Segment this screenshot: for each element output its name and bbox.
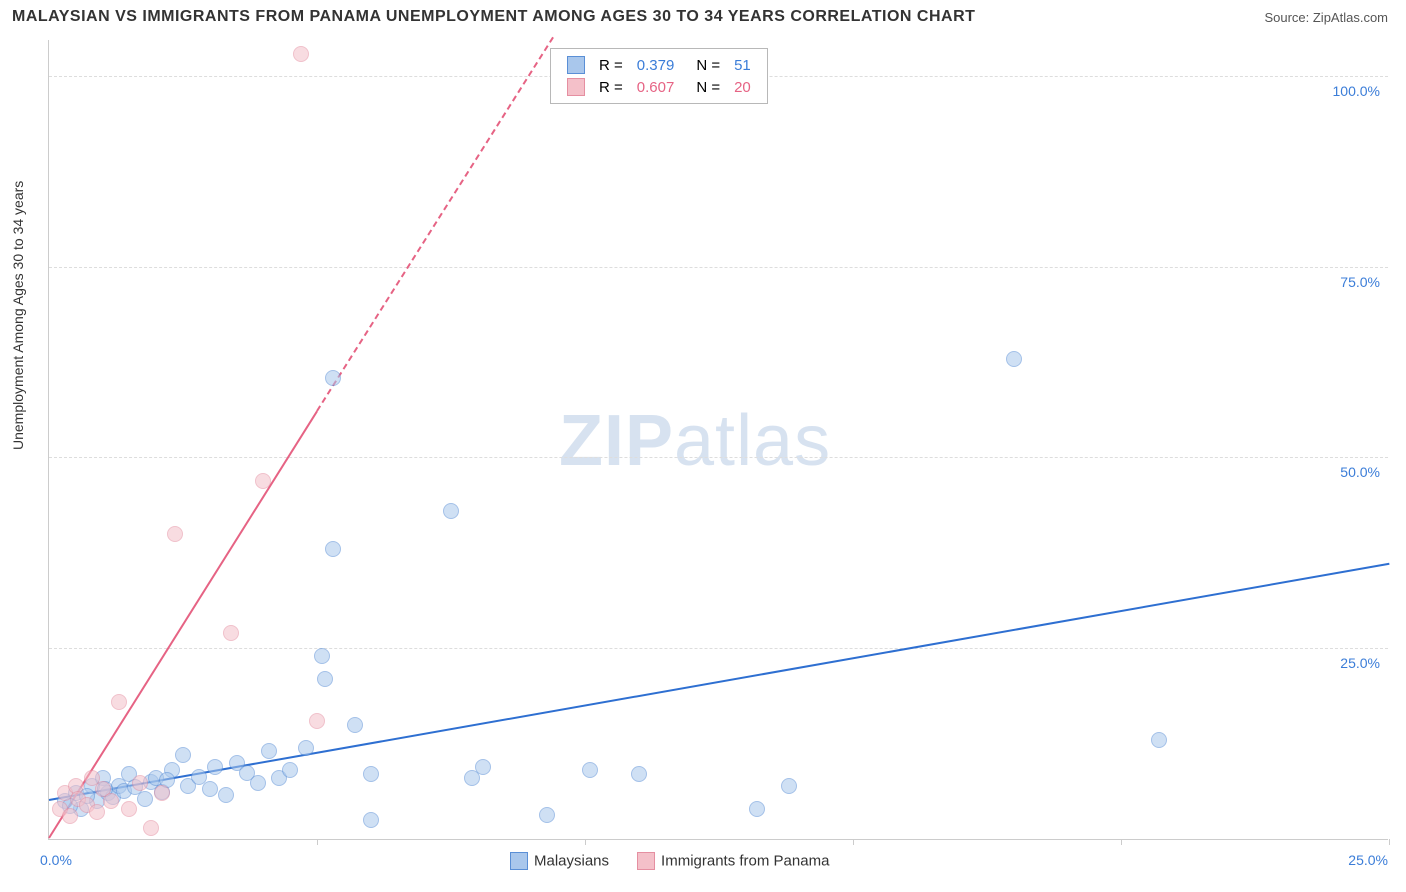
data-point <box>317 671 333 687</box>
data-point <box>325 541 341 557</box>
data-point <box>347 717 363 733</box>
correlation-legend: R =0.379N =51R =0.607N =20 <box>550 48 768 104</box>
data-point <box>132 775 148 791</box>
data-point <box>475 759 491 775</box>
gridline <box>49 457 1388 458</box>
data-point <box>121 801 137 817</box>
x-tick <box>317 839 318 845</box>
data-point <box>261 743 277 759</box>
data-point <box>1006 351 1022 367</box>
legend-swatch <box>510 852 528 870</box>
x-tick <box>1389 839 1390 845</box>
y-tick-label: 25.0% <box>1340 655 1380 671</box>
y-axis-label: Unemployment Among Ages 30 to 34 years <box>10 181 26 450</box>
data-point <box>325 370 341 386</box>
watermark: ZIPatlas <box>559 400 831 482</box>
data-point <box>293 46 309 62</box>
data-point <box>223 625 239 641</box>
legend-swatch <box>567 78 585 96</box>
data-point <box>1151 732 1167 748</box>
data-point <box>175 747 191 763</box>
data-point <box>363 812 379 828</box>
series-legend: Malaysians Immigrants from Panama <box>510 852 857 870</box>
y-tick-label: 50.0% <box>1340 464 1380 480</box>
r-value: 0.607 <box>631 77 681 97</box>
chart-title: MALAYSIAN VS IMMIGRANTS FROM PANAMA UNEM… <box>12 8 975 26</box>
n-value: 51 <box>728 55 757 75</box>
legend-swatch <box>567 56 585 74</box>
data-point <box>143 820 159 836</box>
chart-container: MALAYSIAN VS IMMIGRANTS FROM PANAMA UNEM… <box>0 0 1406 892</box>
data-point <box>207 759 223 775</box>
data-point <box>250 775 266 791</box>
data-point <box>167 526 183 542</box>
data-point <box>781 778 797 794</box>
data-point <box>582 762 598 778</box>
legend-label: Immigrants from Panama <box>661 853 829 870</box>
n-value: 20 <box>728 77 757 97</box>
legend-row: R =0.379N =51 <box>561 55 757 75</box>
n-label: N = <box>682 55 726 75</box>
x-tick <box>1121 839 1122 845</box>
n-label: N = <box>682 77 726 97</box>
data-point <box>154 785 170 801</box>
data-point <box>363 766 379 782</box>
data-point <box>539 807 555 823</box>
data-point <box>218 787 234 803</box>
legend-item: Malaysians <box>510 852 609 869</box>
data-point <box>137 791 153 807</box>
data-point <box>202 781 218 797</box>
y-tick-label: 100.0% <box>1333 83 1380 99</box>
data-point <box>749 801 765 817</box>
legend-label: Malaysians <box>534 853 609 870</box>
legend-item: Immigrants from Panama <box>637 852 829 869</box>
data-point <box>255 473 271 489</box>
y-tick-label: 75.0% <box>1340 274 1380 290</box>
data-point <box>309 713 325 729</box>
x-tick <box>585 839 586 845</box>
gridline <box>49 648 1388 649</box>
legend-swatch <box>637 852 655 870</box>
data-point <box>298 740 314 756</box>
watermark-bold: ZIP <box>559 401 674 481</box>
legend-row: R =0.607N =20 <box>561 77 757 97</box>
data-point <box>443 503 459 519</box>
origin-label: 0.0% <box>40 852 72 868</box>
r-label: R = <box>593 77 629 97</box>
data-point <box>631 766 647 782</box>
data-point <box>282 762 298 778</box>
source-label: Source: ZipAtlas.com <box>1264 10 1388 25</box>
data-point <box>62 808 78 824</box>
data-point <box>103 793 119 809</box>
x-max-label: 25.0% <box>1348 852 1388 868</box>
plot-area: ZIPatlas 25.0% 50.0% 75.0% 100.0% <box>48 40 1388 840</box>
gridline <box>49 267 1388 268</box>
data-point <box>89 804 105 820</box>
trend-line-extrapolated <box>316 37 554 411</box>
watermark-light: atlas <box>674 401 831 481</box>
data-point <box>111 694 127 710</box>
r-label: R = <box>593 55 629 75</box>
data-point <box>314 648 330 664</box>
x-tick <box>853 839 854 845</box>
r-value: 0.379 <box>631 55 681 75</box>
